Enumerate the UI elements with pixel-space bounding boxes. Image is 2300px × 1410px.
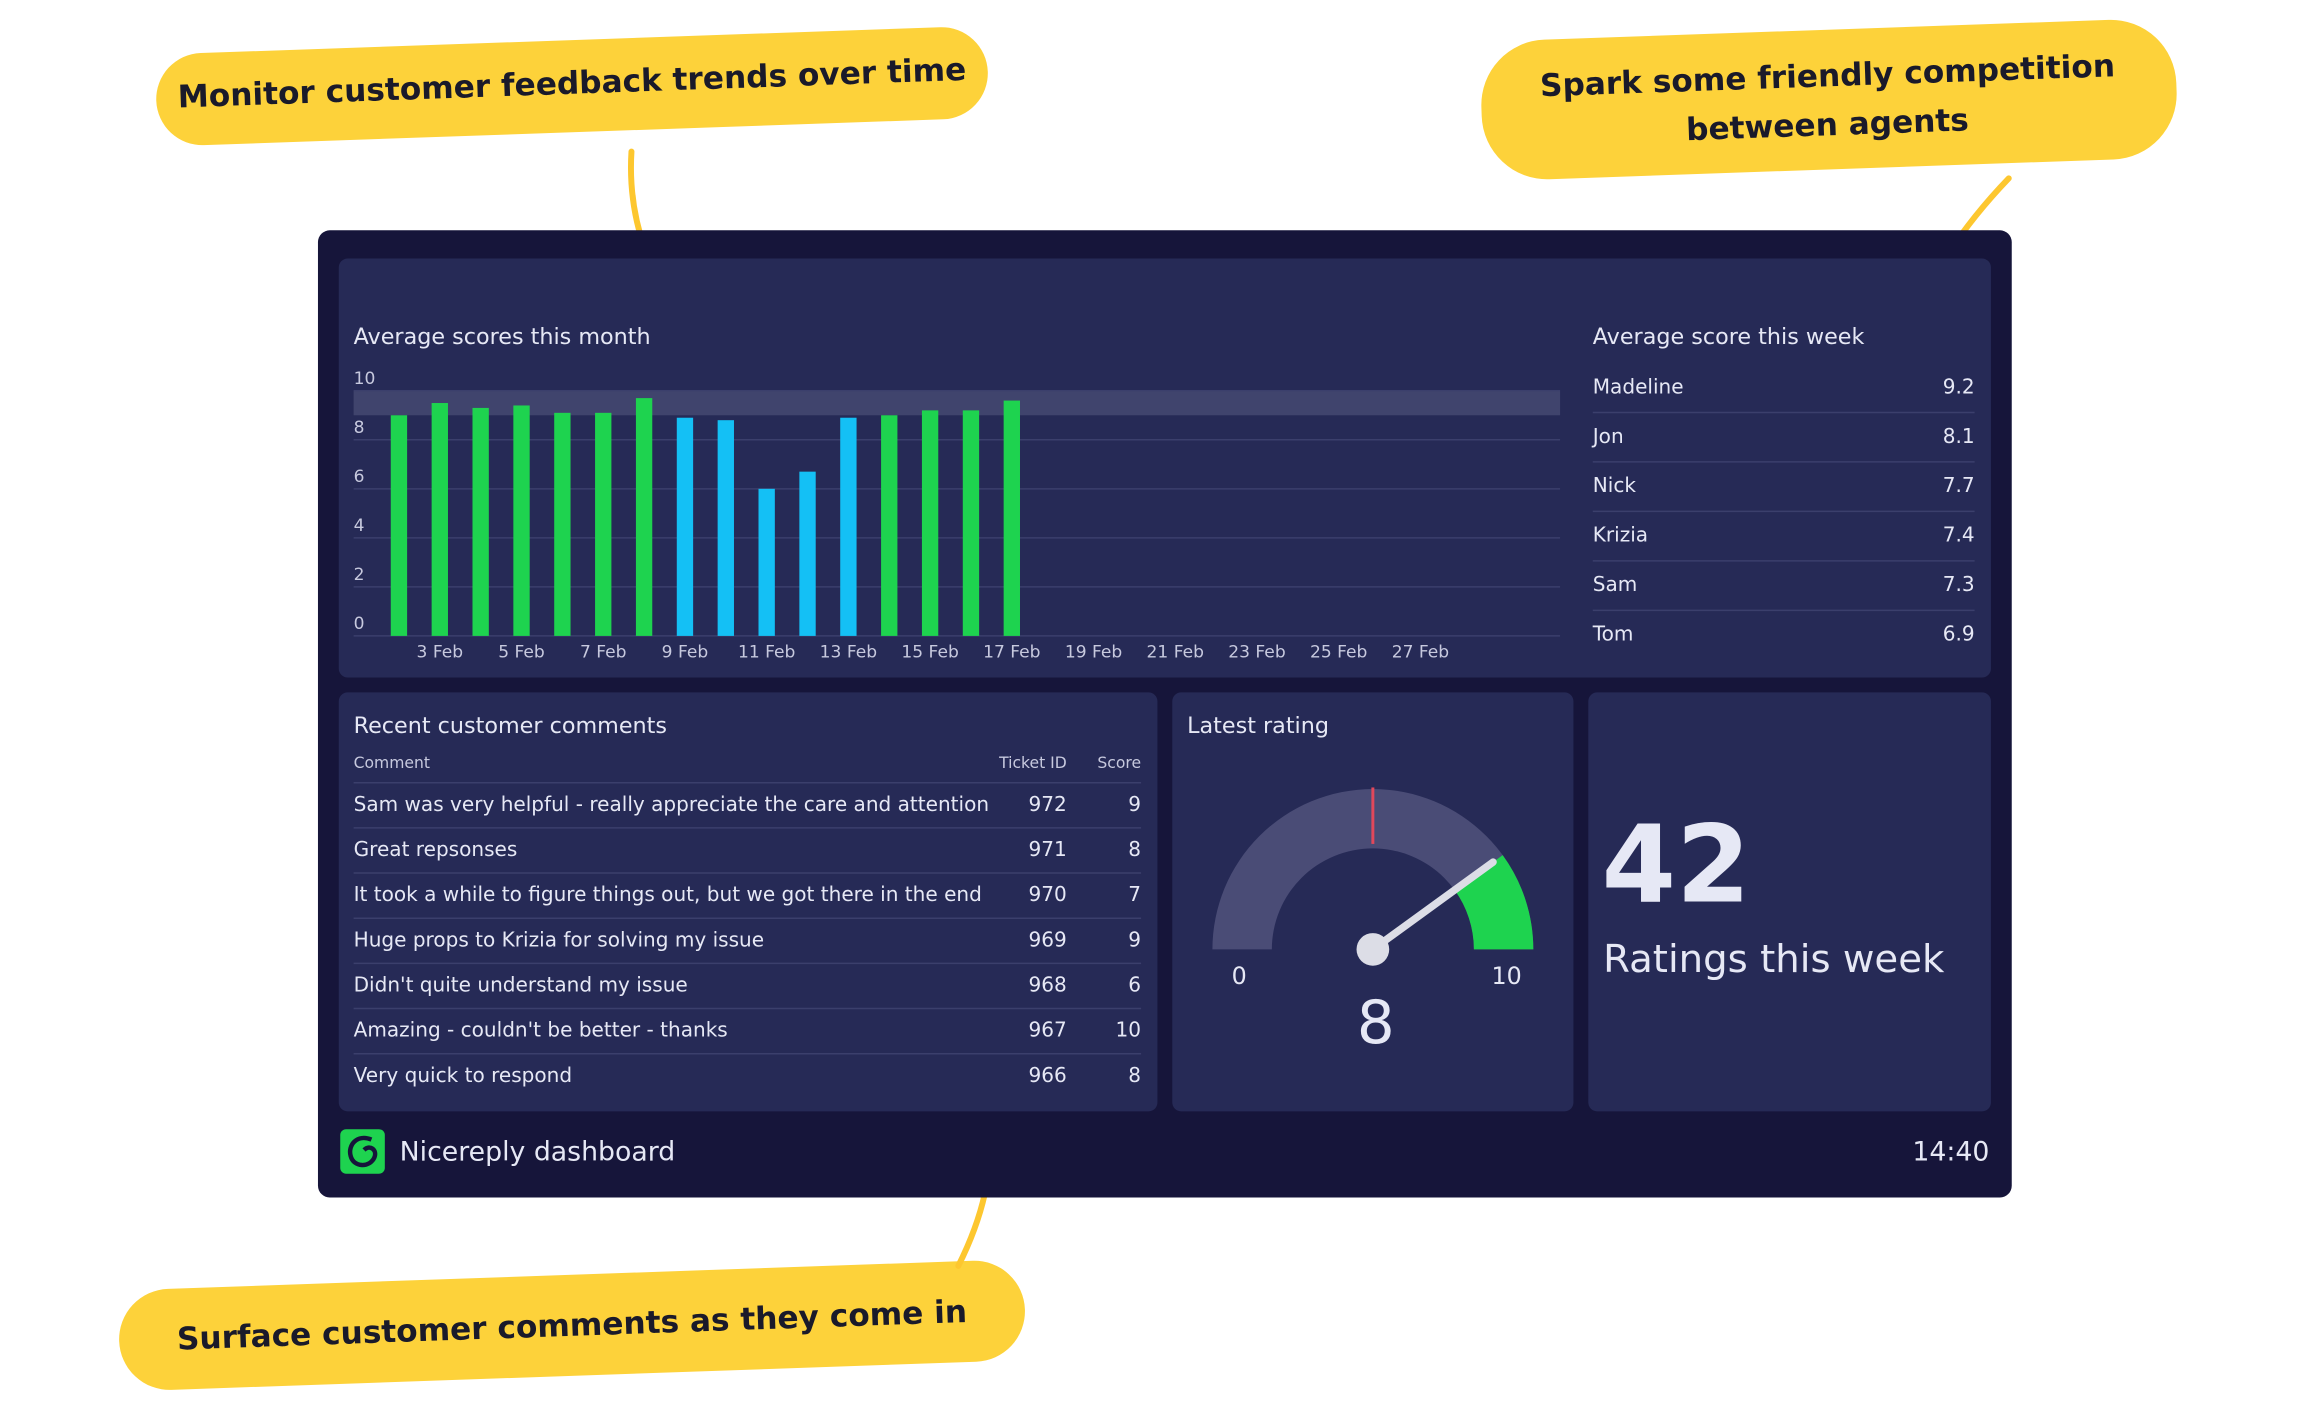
comment-cell: Didn't quite understand my issue [354, 972, 688, 996]
comment-cell: 972 [1029, 792, 1067, 816]
x-tick-label: 9 Feb [662, 642, 709, 662]
bar [472, 407, 489, 636]
agent-name: Madeline [1593, 374, 1684, 398]
comment-cell: Very quick to respond [354, 1063, 572, 1087]
callout-bubble [156, 27, 988, 146]
dashboard-name: Nicereply dashboard [400, 1136, 676, 1167]
x-tick-label: 27 Feb [1392, 642, 1449, 662]
bar [554, 412, 571, 636]
bar [881, 415, 898, 636]
gauge-value: 8 [1357, 989, 1395, 1058]
comment-cell: 8 [1128, 1063, 1141, 1087]
column-header: Comment [354, 754, 430, 772]
comment-cell: 967 [1029, 1018, 1067, 1042]
logo-mark [347, 1135, 378, 1168]
counter-label: Ratings this week [1603, 937, 1945, 982]
agent-score: 7.4 [1943, 523, 1975, 547]
y-tick-label: 4 [354, 516, 365, 536]
panel [338, 692, 1158, 1112]
callout-bubble [119, 1260, 1025, 1390]
comment-cell: 969 [1029, 927, 1067, 951]
agent-name: Nick [1593, 473, 1637, 497]
bar [1003, 400, 1020, 636]
x-tick-label: 3 Feb [417, 642, 464, 662]
panel [338, 258, 1991, 678]
highlight-band [353, 390, 1561, 416]
leaderboard-title: Average score this week [1593, 324, 1865, 350]
agent-name: Jon [1591, 424, 1624, 448]
x-tick-label: 11 Feb [738, 642, 795, 662]
comment-cell: 10 [1116, 1018, 1142, 1042]
y-tick-label: 6 [354, 467, 365, 487]
comment-cell: 6 [1128, 972, 1141, 996]
gauge-track [1212, 789, 1534, 950]
x-tick-label: 17 Feb [983, 642, 1040, 662]
comment-cell: Great repsonses [354, 837, 518, 861]
comment-cell: Amazing - couldn't be better - thanks [354, 1018, 728, 1042]
comment-cell: 9 [1128, 792, 1141, 816]
bar [390, 415, 408, 636]
clock: 14:40 [1912, 1136, 1989, 1167]
bar [840, 417, 857, 636]
x-tick-label: 7 Feb [580, 642, 627, 662]
agent-score: 8.1 [1943, 424, 1975, 448]
agent-score: 7.3 [1943, 572, 1975, 596]
counter-value: 42 [1602, 803, 1751, 927]
gauge-hub [1356, 933, 1390, 966]
y-tick-label: 2 [354, 565, 365, 585]
agent-name: Sam [1593, 572, 1638, 596]
agent-name: Krizia [1593, 523, 1648, 547]
y-tick-label: 8 [354, 418, 365, 438]
x-tick-label: 15 Feb [901, 642, 958, 662]
comment-cell: 968 [1029, 972, 1067, 996]
gauge-needle [1369, 858, 1497, 954]
column-header: Score [1097, 754, 1141, 772]
comments-title: Recent customer comments [354, 713, 667, 739]
bar [431, 403, 448, 636]
bar [758, 488, 775, 636]
bar [635, 398, 653, 636]
x-tick-label: 23 Feb [1228, 642, 1285, 662]
column-header: Ticket ID [998, 754, 1067, 772]
chart-title: Average scores this month [354, 324, 651, 350]
bar [921, 410, 939, 636]
comment-cell: 970 [1029, 882, 1067, 906]
bar [676, 417, 694, 636]
bar [595, 412, 612, 636]
x-tick-label: 5 Feb [498, 642, 545, 662]
bar [799, 471, 816, 636]
gauge-max: 10 [1491, 962, 1521, 990]
bar [513, 405, 530, 636]
agent-score: 9.2 [1943, 374, 1975, 398]
x-tick-label: 25 Feb [1310, 642, 1367, 662]
callout-shapes [119, 19, 2177, 1390]
comment-cell: Sam was very helpful - really appreciate… [354, 792, 989, 816]
callout-bubble [1481, 19, 2177, 180]
comment-cell: 971 [1029, 837, 1067, 861]
bar [717, 420, 734, 636]
comment-cell: 8 [1128, 837, 1141, 861]
x-tick-label: 21 Feb [1147, 642, 1204, 662]
agent-score: 6.9 [1943, 622, 1975, 646]
gauge-min: 0 [1232, 962, 1247, 990]
bar [962, 410, 980, 636]
x-tick-label: 13 Feb [820, 642, 877, 662]
gauge-title: Latest rating [1187, 713, 1329, 739]
panel [1172, 692, 1574, 1112]
panel [1588, 692, 1991, 1112]
y-tick-label: 10 [354, 369, 376, 389]
agent-score: 7.7 [1943, 473, 1975, 497]
agent-name: Tom [1592, 622, 1634, 646]
x-tick-label: 19 Feb [1065, 642, 1122, 662]
comment-cell: It took a while to figure things out, bu… [354, 882, 982, 906]
logo [340, 1129, 385, 1174]
y-tick-label: 0 [354, 614, 365, 634]
comment-cell: 966 [1029, 1063, 1067, 1087]
comment-cell: 9 [1128, 927, 1141, 951]
comment-cell: Huge props to Krizia for solving my issu… [354, 927, 764, 951]
comment-cell: 7 [1128, 882, 1141, 906]
